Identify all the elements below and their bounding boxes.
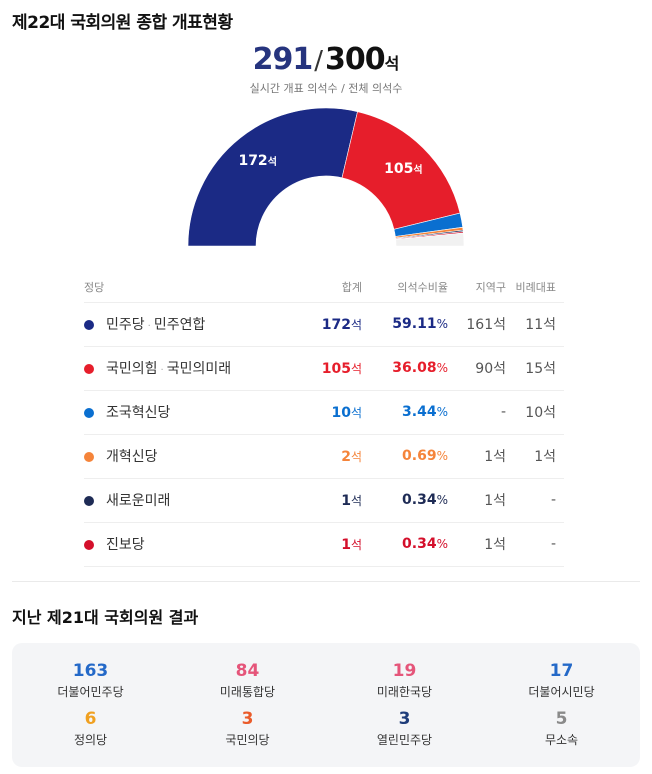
seat-ratio-cell: 36.08% (370, 346, 456, 391)
table-row: 민주당 · 민주연합 172석 59.11% 161석 11석 (84, 302, 564, 347)
party-name: 진보당 (106, 537, 145, 553)
header-total: 합계 (316, 272, 370, 303)
total-seats: 300 (325, 42, 386, 77)
header-ratio: 의석수비율 (370, 272, 456, 303)
proportional-seats-cell: 15석 (514, 346, 564, 391)
seat-ratio-cell: 3.44% (370, 390, 456, 435)
party-name-cell: 개혁신당 (84, 434, 316, 479)
party-name-partner: 민주연합 (153, 317, 206, 333)
previous-party-name: 미래통합당 (219, 685, 276, 699)
party-color-dot (84, 408, 94, 418)
slice-0 (187, 107, 358, 247)
previous-seat-count: 3 (398, 709, 411, 729)
previous-party-item: 17 더불어시민당 (483, 661, 640, 700)
district-seats-cell: 161석 (456, 302, 514, 347)
proportional-seats-cell: - (514, 478, 564, 523)
proportional-seats-cell: 10석 (514, 390, 564, 435)
total-seats-cell: 1석 (316, 478, 370, 523)
seat-summary: 291/300석 (0, 42, 652, 77)
party-color-dot (84, 364, 94, 374)
previous-seat-count: 3 (241, 709, 254, 729)
previous-seat-count: 5 (555, 709, 568, 729)
seat-semicircle-chart: 172석 105석 (187, 107, 465, 247)
header-district: 지역구 (456, 272, 514, 303)
seat-unit: 석 (384, 54, 400, 73)
proportional-seats-cell: 11석 (514, 302, 564, 347)
party-name-partner: 국민의미래 (166, 361, 232, 377)
total-seats-cell: 1석 (316, 522, 370, 567)
party-name-cell: 새로운미래 (84, 478, 316, 523)
previous-party-item: 3 국민의당 (169, 709, 326, 748)
previous-party-name: 더불어민주당 (57, 685, 124, 699)
party-color-dot (84, 496, 94, 506)
previous-party-name: 열린민주당 (376, 733, 433, 747)
previous-party-item: 3 열린민주당 (326, 709, 483, 748)
previous-seat-count: 84 (235, 661, 260, 681)
summary-slash: / (314, 46, 324, 76)
table-row: 개혁신당 2석 0.69% 1석 1석 (84, 434, 564, 479)
previous-seat-count: 163 (72, 661, 109, 681)
party-name: 국민의힘 (106, 361, 158, 377)
party-name: 새로운미래 (106, 493, 171, 509)
table-header-row: 정당 합계 의석수비율 지역구 비례대표 (84, 272, 564, 303)
previous-party-name: 무소속 (544, 733, 579, 747)
party-name-cell: 국민의힘 · 국민의미래 (84, 346, 316, 391)
previous-party-item: 6 정의당 (12, 709, 169, 748)
table-row: 새로운미래 1석 0.34% 1석 - (84, 478, 564, 523)
section-divider (12, 581, 640, 582)
previous-party-item: 163 더불어민주당 (12, 661, 169, 700)
total-seats-cell: 10석 (316, 390, 370, 435)
slice-label-1: 105석 (384, 161, 422, 177)
total-seats-cell: 172석 (316, 302, 370, 347)
previous-seat-count: 19 (392, 661, 417, 681)
previous-results-panel: 163 더불어민주당 84 미래통합당 19 미래한국당 17 더불어시민당 6 정의당 3 국민의당… (12, 643, 640, 767)
total-seats-cell: 105석 (316, 346, 370, 391)
party-name-cell: 민주당 · 민주연합 (84, 302, 316, 347)
summary-caption: 실시간 개표 의석수 / 전체 의석수 (249, 82, 403, 95)
proportional-seats-cell: - (514, 522, 564, 567)
district-seats-cell: 1석 (456, 522, 514, 567)
seat-ratio-cell: 0.69% (370, 434, 456, 479)
district-seats-cell: - (456, 390, 514, 435)
header-party: 정당 (84, 272, 316, 303)
seat-ratio-cell: 0.34% (370, 478, 456, 523)
previous-party-item: 84 미래통합당 (169, 661, 326, 700)
district-seats-cell: 1석 (456, 478, 514, 523)
party-name: 민주당 (106, 317, 145, 333)
results-table: 정당 합계 의석수비율 지역구 비례대표 민주당 · 민주연합 172석 59.11% 1… (84, 272, 564, 567)
party-name: 개혁신당 (106, 449, 158, 465)
previous-party-name: 더불어시민당 (528, 685, 595, 699)
page-title: 제22대 국회의원 종합 개표현황 (12, 13, 233, 33)
party-name-separator: · (160, 365, 164, 376)
party-color-dot (84, 452, 94, 462)
party-name-cell: 조국혁신당 (84, 390, 316, 435)
previous-seat-count: 6 (84, 709, 97, 729)
previous-party-name: 정의당 (73, 733, 108, 747)
header-proportional: 비례대표 (514, 272, 564, 303)
district-seats-cell: 1석 (456, 434, 514, 479)
previous-party-item: 19 미래한국당 (326, 661, 483, 700)
previous-party-name: 미래한국당 (376, 685, 433, 699)
slice-6 (395, 232, 465, 247)
previous-party-name: 국민의당 (225, 733, 270, 747)
party-color-dot (84, 320, 94, 330)
table-row: 조국혁신당 10석 3.44% -10석 (84, 390, 564, 435)
total-seats-cell: 2석 (316, 434, 370, 479)
previous-results-title: 지난 제21대 국회의원 결과 (12, 608, 199, 627)
previous-seat-count: 17 (549, 661, 574, 681)
party-name: 조국혁신당 (106, 405, 171, 421)
table-row: 국민의힘 · 국민의미래 105석 36.08% 90석 15석 (84, 346, 564, 391)
table-row: 진보당 1석 0.34% 1석 - (84, 522, 564, 567)
party-color-dot (84, 540, 94, 550)
party-name-cell: 진보당 (84, 522, 316, 567)
proportional-seats-cell: 1석 (514, 434, 564, 479)
previous-party-item: 5 무소속 (483, 709, 640, 748)
party-name-separator: · (147, 321, 151, 332)
seat-ratio-cell: 0.34% (370, 522, 456, 567)
seat-ratio-cell: 59.11% (370, 302, 456, 347)
district-seats-cell: 90석 (456, 346, 514, 391)
slice-label-0: 172석 (238, 153, 276, 169)
counted-seats: 291 (252, 42, 314, 77)
